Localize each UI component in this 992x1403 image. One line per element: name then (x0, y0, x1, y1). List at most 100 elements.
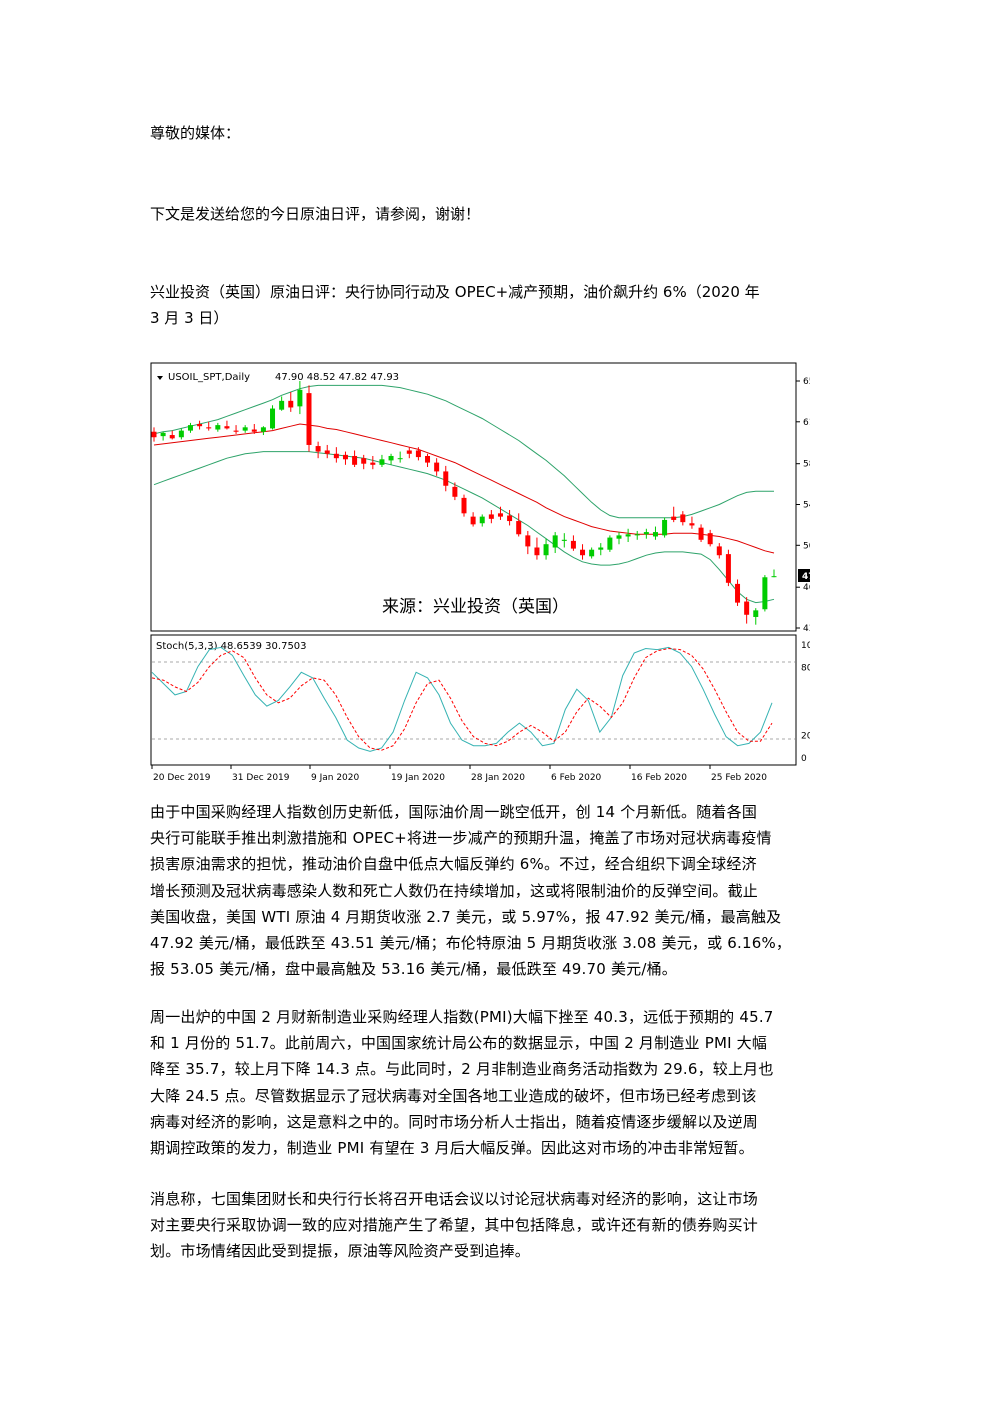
paragraph-line: 报 53.05 美元/桶，盘中最高触及 53.16 美元/桶，最低跌至 49.7… (150, 960, 677, 979)
candle-body (415, 450, 421, 458)
body-paragraph-1: 由于中国采购经理人指数创历史新低，国际油价周一跳空低开，创 14 个月新低。随着… (150, 799, 844, 982)
paragraph-line: 由于中国采购经理人指数创历史新低，国际油价周一跳空低开，创 14 个月新低。随着… (150, 803, 758, 821)
candle-body (598, 547, 604, 550)
paragraph-line: 消息称，七国集团财长和央行行长将召开电话会议以讨论冠状病毒对经济的影响，这让市场 (150, 1190, 759, 1208)
stochastic-title: Stoch(5,3,3) 48.6539 30.7503 (156, 641, 307, 652)
price-tick-label: 50.70 (803, 541, 810, 551)
candle-body (698, 527, 704, 540)
body-paragraph-3: 消息称，七国集团财长和央行行长将召开电话会议以讨论冠状病毒对经济的影响，这让市场… (150, 1186, 844, 1265)
candle-body (361, 458, 367, 464)
candle-body (561, 539, 567, 541)
candle-body (652, 532, 658, 537)
paragraph-line: 和 1 月份的 51.7。此前周六，中国国家统计局公布的数据显示，中国 2 月制… (150, 1034, 768, 1053)
x-tick-label: 20 Dec 2019 (153, 773, 211, 783)
candle-body (169, 435, 175, 439)
candle-body (488, 514, 494, 519)
candle-body (470, 516, 476, 525)
current-price-badge (798, 569, 810, 582)
x-tick-label: 28 Jan 2020 (471, 773, 525, 783)
headline: 兴业投资（英国）原油日评：央行协同行动及 OPEC+减产预期，油价飙升约 6%（… (150, 283, 760, 327)
price-tick-label: 61.90 (803, 418, 810, 428)
x-tick-label: 19 Jan 2020 (391, 773, 445, 783)
candle-body (616, 535, 622, 539)
x-tick-label: 6 Feb 2020 (551, 773, 602, 783)
candle-body (352, 455, 358, 465)
candle-body (753, 610, 759, 617)
source-watermark: 来源：兴业投资（英国） (382, 597, 569, 617)
stoch-tick-label: 20 (801, 731, 810, 741)
stoch-tick-label: 0 (801, 754, 807, 764)
paragraph-line: 大降 24.5 点。尽管数据显示了冠状病毒对全国各地工业造成的破坏，但市场已经考… (150, 1086, 757, 1105)
candle-body (434, 462, 440, 472)
candle-body (160, 432, 166, 437)
x-tick-label: 25 Feb 2020 (711, 773, 767, 783)
paragraph-line: 降至 35.7，较上月下降 14.3 点。与此同时，2 月非制造业商务活动指数为… (150, 1060, 774, 1079)
candle-body (306, 393, 312, 445)
candle-body (497, 513, 503, 517)
candle-body (324, 450, 330, 454)
oil-price-chart: USOIL_SPT,Daily 47.90 48.52 47.82 47.93 … (150, 362, 810, 783)
candle-body (224, 426, 230, 429)
candle-body (297, 389, 303, 407)
candle-body (716, 546, 722, 556)
candle-body (552, 535, 558, 548)
ohlc-values: 47.90 48.52 47.82 47.93 (275, 372, 399, 383)
candle-body (662, 519, 668, 536)
x-tick-label: 31 Dec 2019 (232, 773, 290, 783)
paragraph-line: 47.92 美元/桶，最低跌至 43.51 美元/桶；布伦特原油 5 月期货收涨… (150, 934, 792, 953)
candle-body (580, 549, 586, 556)
stochastic-panel (150, 634, 797, 766)
candle-body (425, 455, 431, 463)
paragraph-line: 划。市场情绪因此受到提振，原油等风险资产受到追捧。 (150, 1242, 531, 1261)
candle-body (689, 523, 695, 526)
candle-body (370, 462, 376, 465)
current-price-label: 47.93 (802, 572, 810, 582)
price-panel (150, 362, 797, 632)
body-paragraph-2: 周一出炉的中国 2 月财新制造业采购经理人指数(PMI)大幅下挫至 40.3，远… (150, 1004, 844, 1161)
stoch-tick-label: 100 (801, 641, 810, 651)
candle-body (589, 549, 595, 557)
candle-body (178, 430, 184, 438)
candle-body (507, 515, 513, 522)
price-tick-label: 58.10 (803, 460, 810, 470)
candle-body (452, 486, 458, 497)
candle-body (187, 425, 193, 431)
candle-body (607, 537, 613, 550)
candle-body (543, 544, 549, 556)
candle-body (625, 534, 631, 537)
candle-body (215, 425, 221, 430)
candle-body (643, 532, 649, 535)
candle-body (525, 535, 531, 547)
stoch-tick-label: 80 (801, 664, 810, 674)
candle-body (680, 514, 686, 523)
candle-body (315, 446, 321, 452)
candle-body (735, 583, 741, 603)
price-tick-label: 65.60 (803, 377, 810, 387)
candle-body (771, 576, 777, 578)
candle-body (534, 547, 540, 556)
price-tick-label: 46.90 (803, 583, 810, 593)
candle-body (744, 601, 750, 615)
paragraph-line: 增长预测及冠状病毒感染人数和死亡人数仍在持续增加，这或将限制油价的反弹空间。截止 (150, 881, 759, 900)
paragraph-line: 周一出炉的中国 2 月财新制造业采购经理人指数(PMI)大幅下挫至 40.3，远… (150, 1008, 774, 1026)
price-tick-label: 43.20 (803, 624, 810, 634)
candle-body (762, 577, 768, 610)
candle-body (397, 458, 403, 460)
candle-body (333, 453, 339, 459)
candle-body (671, 516, 677, 520)
middle-bollinger-band (153, 423, 775, 554)
candle-body (206, 427, 212, 429)
candle-body (279, 400, 285, 410)
x-tick-label: 9 Jan 2020 (311, 773, 359, 783)
lower-bollinger-band (153, 451, 775, 604)
paragraph-line: 损害原油需求的担忧，推动油价自盘中低点大幅反弹约 6%。不过，经合组织下调全球经… (150, 855, 757, 874)
stoch-signal-line (151, 647, 773, 751)
paragraph-line: 期调控政策的发力，制造业 PMI 有望在 3 月后大幅反弹。因此这对市场的冲击非… (150, 1139, 754, 1158)
stoch-main-line (151, 646, 773, 752)
upper-bollinger-band (153, 384, 774, 519)
candle-body (479, 516, 485, 524)
candle-body (406, 450, 412, 454)
paragraph-line: 病毒对经济的影响，这是意料之中的。同时市场分析人士指出，随着疫情逐步缓解以及逆周 (150, 1112, 759, 1131)
price-tick-label: 54.40 (803, 501, 810, 511)
candle-body (725, 554, 731, 583)
